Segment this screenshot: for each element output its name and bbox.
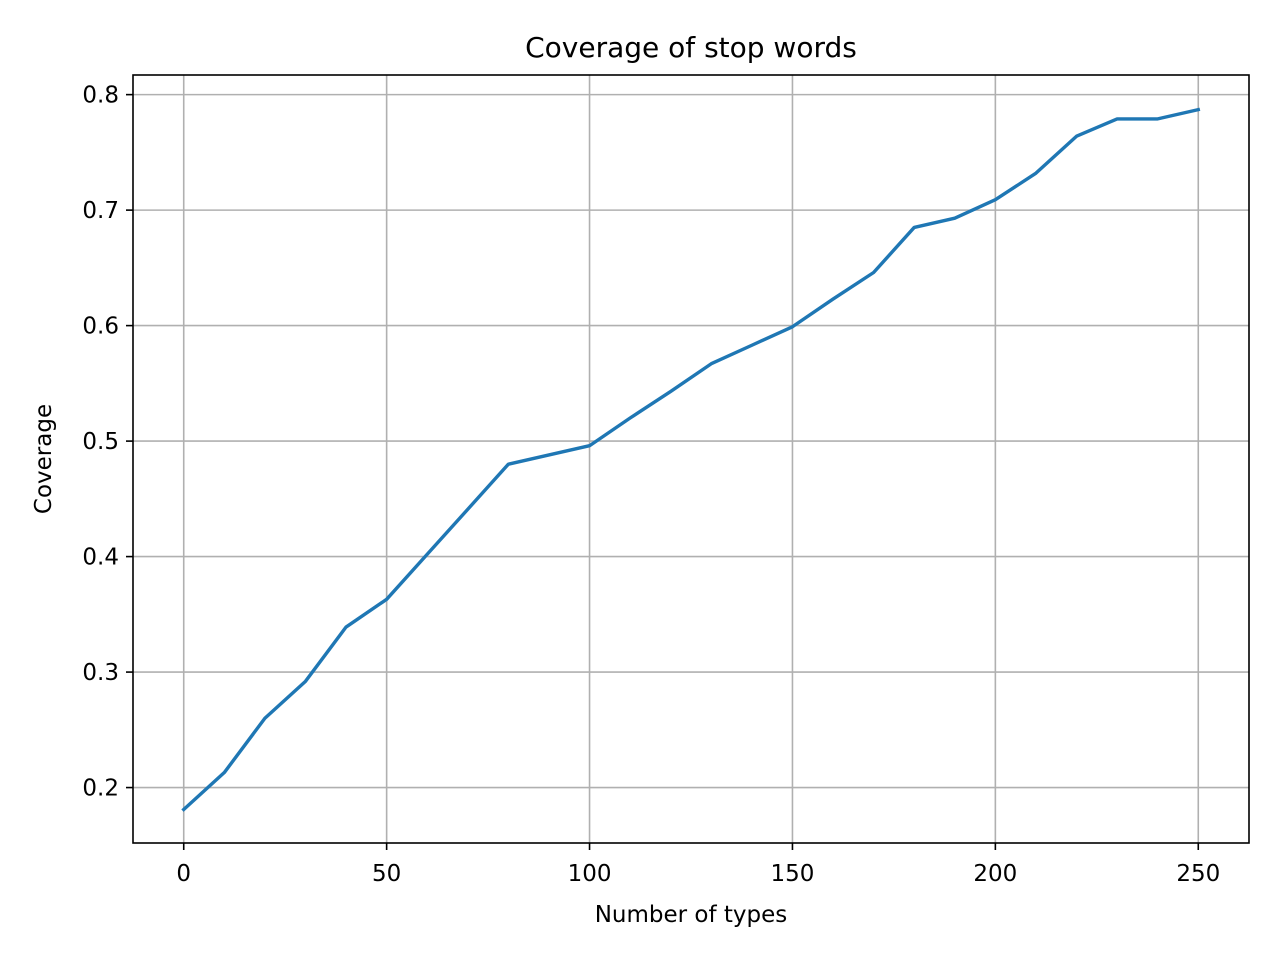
y-tick-label: 0.6	[82, 314, 119, 340]
x-tick-label: 0	[176, 861, 191, 887]
y-tick-label: 0.8	[82, 83, 119, 109]
y-tick-label: 0.2	[82, 776, 119, 802]
x-tick-label: 150	[771, 861, 815, 887]
x-tick-label: 50	[372, 861, 401, 887]
axis-ticks: 0 50 100 150 200 250 0.2 0.3 0.4 0.5 0.6 0.7 0.8	[82, 83, 1220, 887]
y-tick-label: 0.4	[82, 545, 119, 571]
x-tick-label: 250	[1176, 861, 1220, 887]
x-tick-label: 200	[973, 861, 1017, 887]
x-axis-label: Number of types	[595, 902, 788, 928]
y-tick-label: 0.3	[82, 660, 119, 686]
chart-title: Coverage of stop words	[525, 31, 857, 64]
y-tick-label: 0.5	[82, 429, 119, 455]
plot-frame	[132, 74, 1250, 844]
series-layer	[181, 107, 1201, 812]
y-axis-label: Coverage	[31, 404, 57, 514]
y-tick-label: 0.7	[82, 198, 119, 224]
series-line	[181, 107, 1201, 812]
x-tick-label: 100	[568, 861, 612, 887]
grid	[133, 75, 1249, 843]
